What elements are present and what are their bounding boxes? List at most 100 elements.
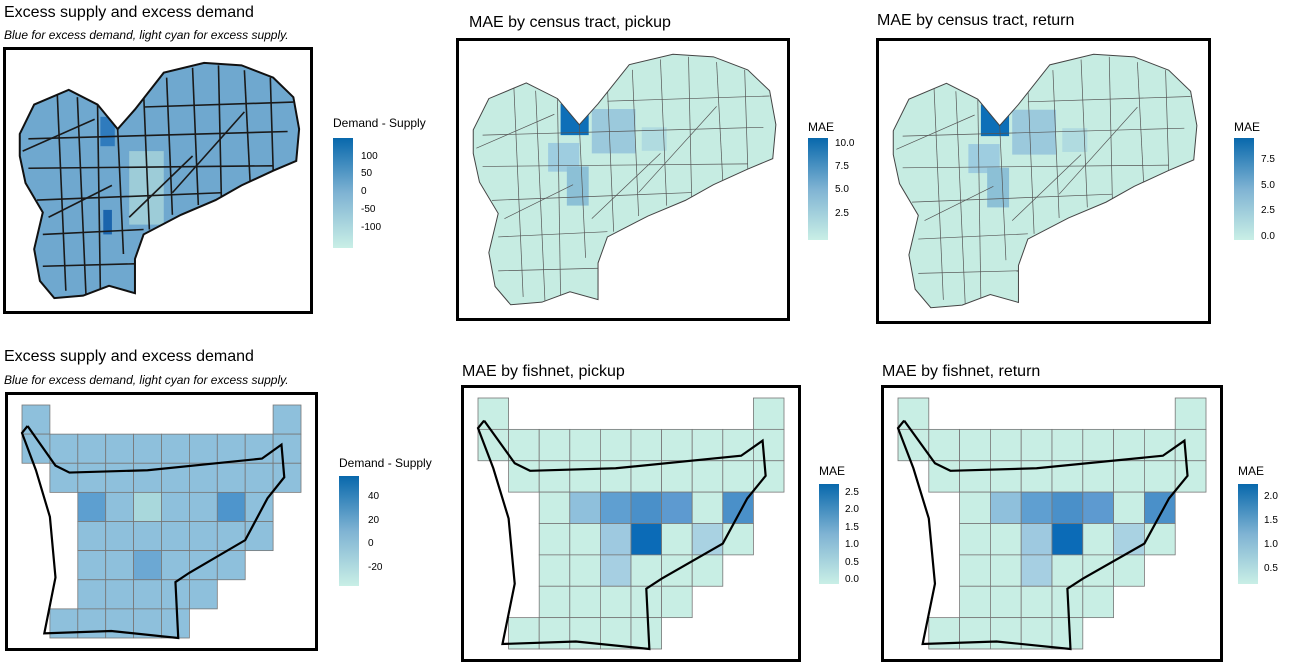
legend-mae-tract-return: MAE 7.5 5.0 2.5 0.0 — [1234, 120, 1289, 245]
fishnet-cell — [569, 460, 601, 493]
legend-tick: -20 — [368, 562, 383, 573]
legend-tick: 2.0 — [1264, 491, 1278, 502]
fishnet-cell — [508, 460, 540, 493]
tract-boundary — [513, 85, 524, 297]
fishnet-cell — [538, 428, 571, 462]
fishnet-cell — [105, 521, 134, 552]
fishnet-cell — [752, 460, 785, 493]
legend-excess-fishnet: Demand - Supply 40 20 0 -20 — [339, 456, 459, 591]
fishnet-cell — [477, 397, 510, 430]
fishnet-cell — [599, 585, 632, 619]
tract-boundary — [243, 70, 251, 183]
fishnet-cell — [722, 523, 754, 556]
fishnet-cell — [990, 491, 1022, 524]
legend-colorbar — [808, 138, 828, 240]
tract-boundary — [76, 97, 87, 296]
tract-boundary — [1058, 106, 1138, 195]
legend-tick: 1.5 — [1264, 515, 1278, 526]
fishnet-cell — [133, 521, 162, 552]
fishnet-cell — [105, 433, 134, 464]
fishnet-cell — [216, 491, 246, 522]
fishnet-cell — [508, 428, 540, 462]
legend-colorbar — [819, 484, 839, 584]
fishnet-cell — [630, 617, 663, 650]
fishnet-cell — [77, 491, 107, 522]
city-outline — [896, 419, 1189, 651]
fishnet-cell — [959, 491, 991, 524]
fishnet-cell — [1051, 428, 1084, 462]
fishnet-cell — [959, 554, 991, 587]
city-outline — [892, 53, 1198, 309]
fishnet-cell — [691, 460, 724, 493]
fishnet-cell — [1174, 397, 1207, 430]
fishnet-map-mae-return — [896, 397, 1207, 651]
fishnet-cell — [1020, 523, 1053, 556]
legend-mae-fishnet-return: MAE 2.0 1.5 1.0 0.5 — [1238, 464, 1289, 589]
map-frame-mae-tract-pickup — [456, 38, 790, 321]
tract-boundary — [924, 185, 994, 221]
fishnet-cell — [752, 397, 785, 430]
fishnet-cell — [1082, 523, 1115, 556]
fishnet-cell — [188, 462, 218, 493]
tract-boundary — [1027, 96, 1191, 103]
tract-boundary — [955, 91, 966, 306]
fishnet-cell — [661, 428, 693, 462]
fishnet-cell — [1020, 554, 1053, 587]
tract-boundary — [716, 62, 724, 183]
fishnet-cell — [272, 462, 302, 493]
fishnet-cell — [105, 550, 134, 581]
fishnet-cell — [188, 579, 218, 610]
fishnet-cell — [1143, 523, 1176, 556]
tract-boundary — [688, 56, 692, 198]
legend-tick: 0.5 — [845, 557, 859, 568]
fishnet-cell — [1113, 428, 1145, 462]
legend-tick: 1.5 — [845, 522, 859, 533]
fishnet-cell — [569, 523, 601, 556]
tract-boundary — [142, 92, 151, 230]
fishnet-cell — [538, 554, 571, 587]
fishnet-cell — [1051, 617, 1084, 650]
tract-boundary — [28, 165, 274, 170]
fishnet-cell — [1113, 460, 1145, 493]
fishnet-cell — [244, 462, 274, 493]
tract-boundary — [116, 129, 125, 255]
fishnet-cell — [77, 579, 107, 610]
tract-boundary — [1108, 56, 1113, 200]
city-outline — [476, 419, 767, 651]
legend-tick: -50 — [361, 204, 376, 215]
tract-boundary — [607, 95, 770, 102]
legend-title: MAE — [1234, 120, 1261, 134]
tract-boundary — [999, 125, 1007, 261]
map-frame-excess-tract — [3, 47, 313, 314]
tract-boundary — [96, 102, 102, 294]
city-outline — [20, 425, 286, 640]
legend-colorbar — [333, 138, 353, 248]
fishnet-cell — [959, 617, 991, 650]
fishnet-cell — [990, 428, 1022, 462]
fishnet-cell — [661, 585, 693, 619]
legend-tick: 2.5 — [845, 487, 859, 498]
fishnet-cell — [1082, 491, 1115, 524]
fishnet-cell — [691, 554, 724, 587]
fishnet-cell — [77, 433, 107, 464]
tract-boundary — [912, 193, 1113, 203]
tract-boundary — [37, 191, 222, 201]
fishnet-cell — [1174, 428, 1207, 462]
legend-tick: 100 — [361, 151, 378, 162]
tract-boundary — [504, 184, 574, 219]
fishnet-cell — [1174, 460, 1207, 493]
panel-subtitle-excess-fishnet: Blue for excess demand, light cyan for e… — [4, 373, 289, 387]
fishnet-cell — [105, 491, 134, 522]
tract-boundary — [1137, 62, 1145, 184]
legend-title: MAE — [1238, 464, 1265, 478]
tract-cell — [103, 209, 112, 235]
fishnet-cell — [133, 433, 162, 464]
fishnet-cell — [1113, 523, 1145, 556]
legend-tick: 0 — [361, 186, 367, 197]
fishnet-cell — [1082, 585, 1115, 619]
tract-map-mae-return — [892, 53, 1198, 309]
fishnet-cell — [216, 462, 246, 493]
legend-colorbar — [1238, 484, 1258, 584]
tract-boundary — [482, 163, 748, 167]
fishnet-map-mae-pickup — [476, 397, 785, 651]
